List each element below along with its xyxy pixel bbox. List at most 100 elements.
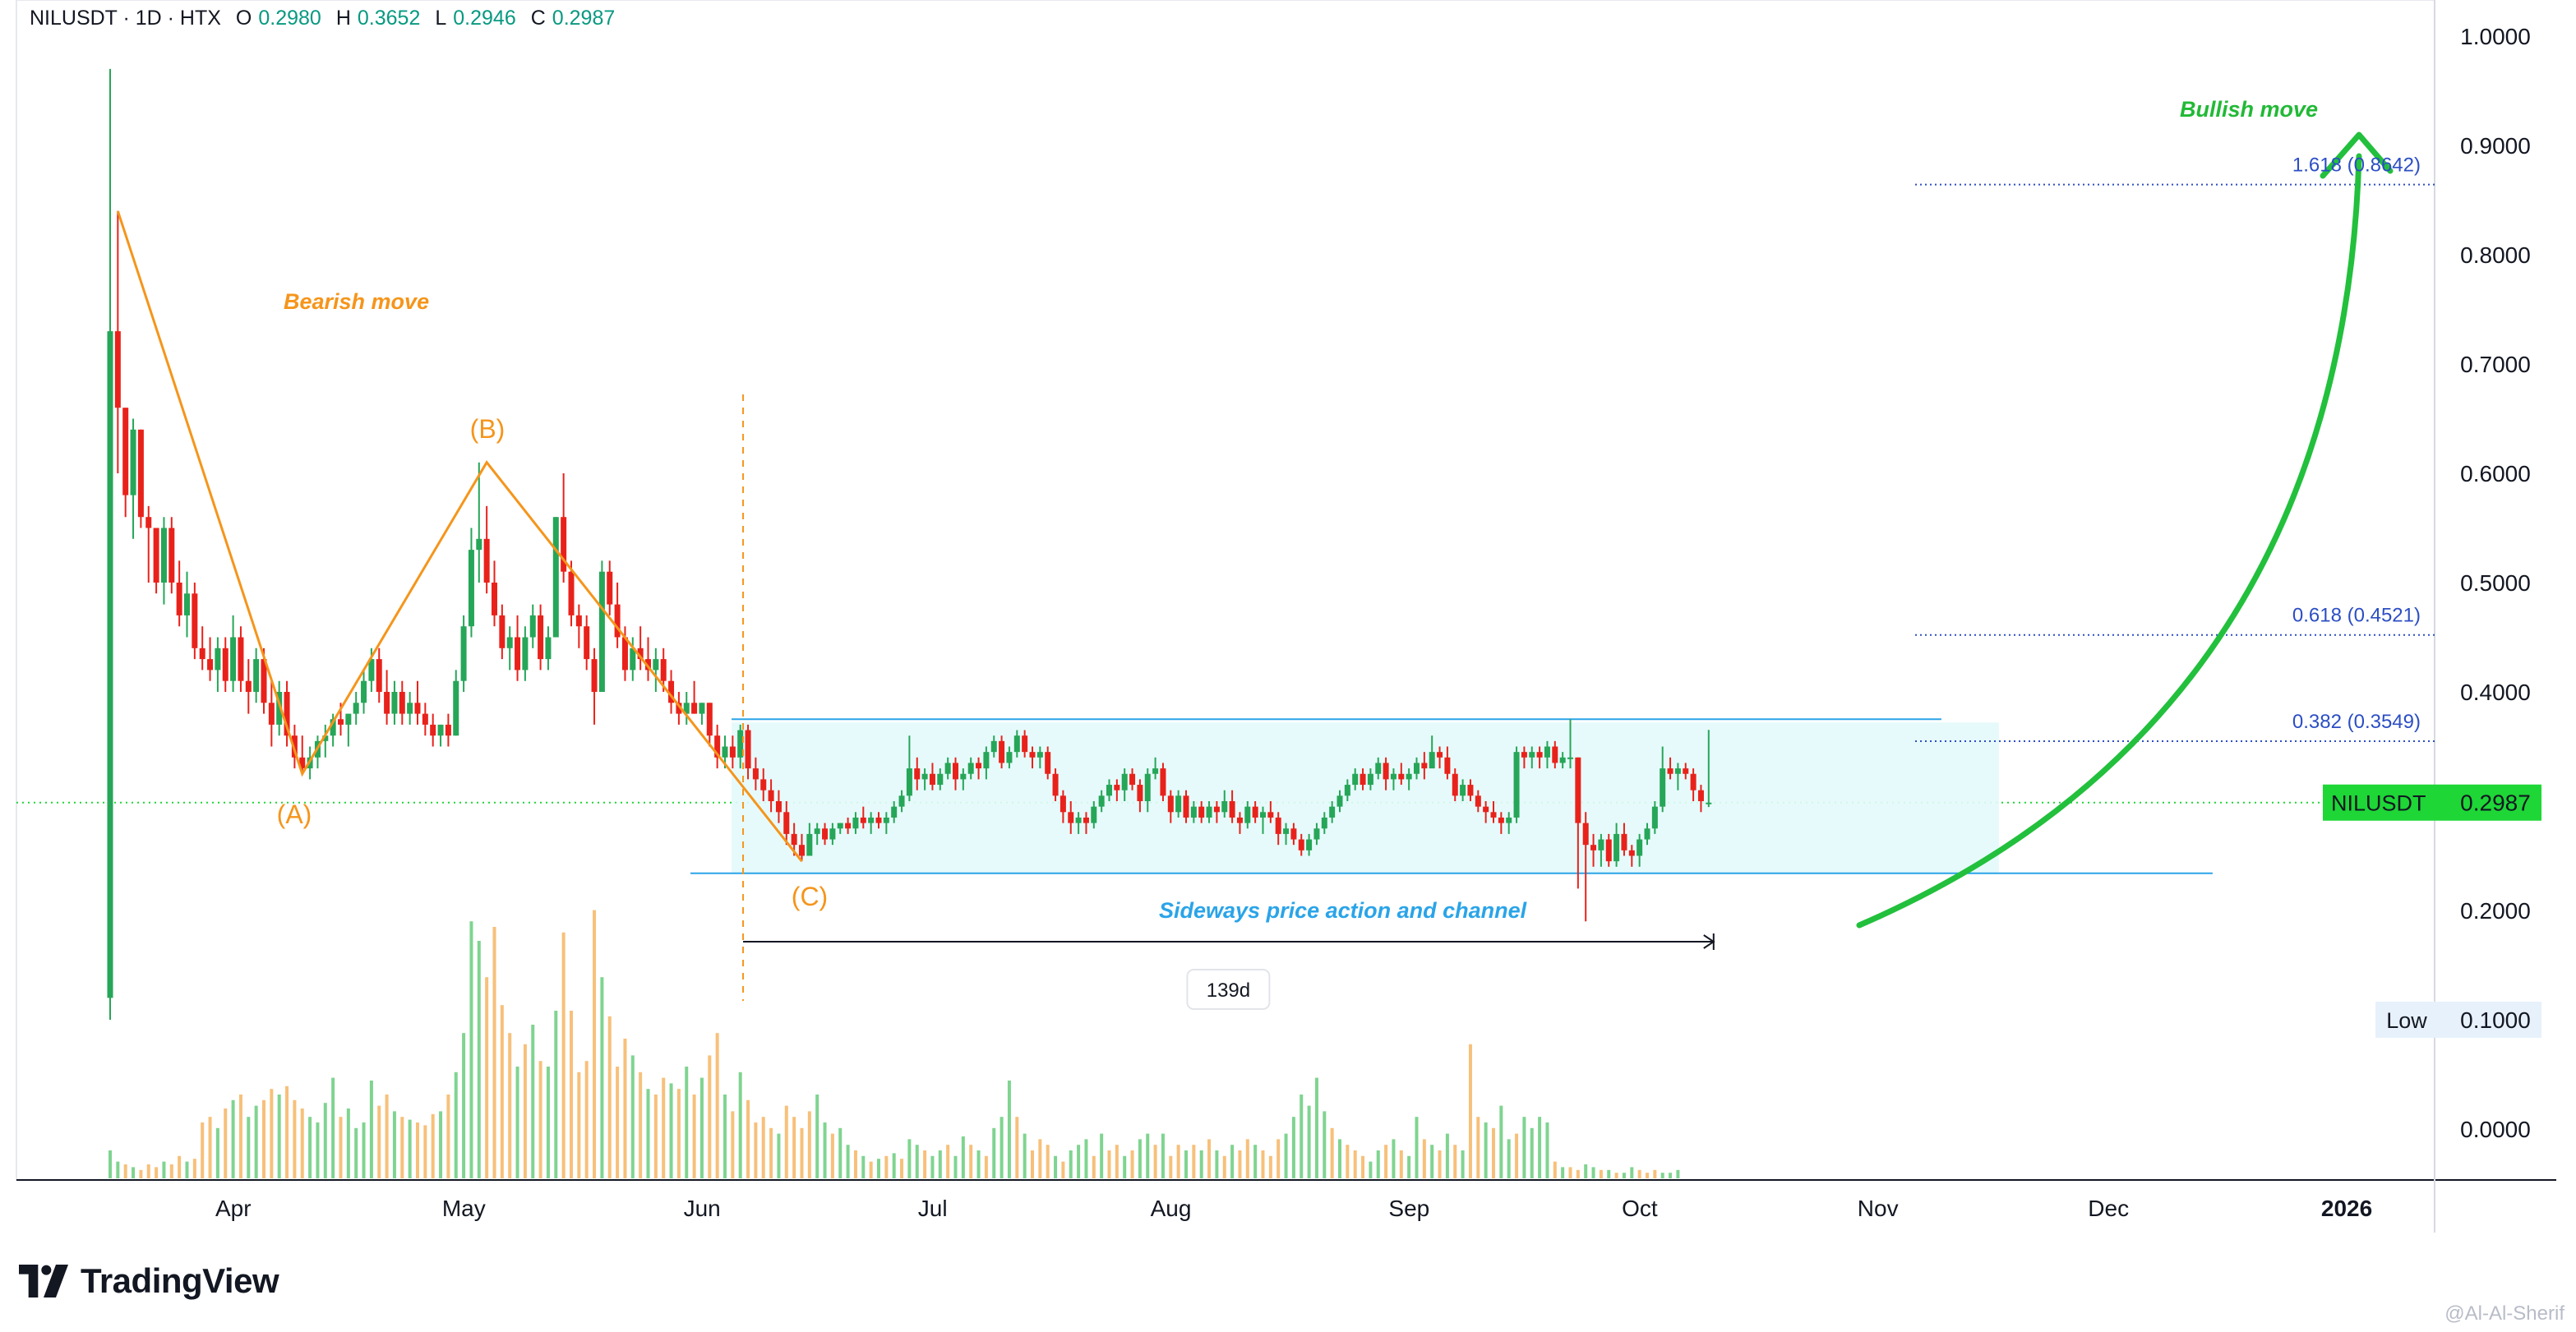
candle-body[interactable] [1367,773,1373,786]
candle-body[interactable] [1321,817,1327,829]
candle-body[interactable] [568,571,575,615]
candle-body[interactable] [1352,773,1359,786]
candle-body[interactable] [1190,806,1197,818]
candle-body[interactable] [1683,768,1689,774]
candle-body[interactable] [1674,768,1681,774]
candle-body[interactable] [192,593,198,648]
candle-body[interactable] [729,746,736,758]
candle-body[interactable] [437,724,444,736]
candle-body[interactable] [1628,850,1635,856]
candle-body[interactable] [1006,752,1013,763]
candle-body[interactable] [1414,763,1420,774]
candle-body[interactable] [906,768,912,796]
candle-body[interactable] [668,680,675,703]
candle-body[interactable] [399,692,405,714]
candle-body[interactable] [760,779,767,790]
candle-body[interactable] [299,757,306,769]
candle-body[interactable] [414,703,421,714]
candle-body[interactable] [1306,839,1313,850]
candle-body[interactable] [791,833,797,846]
candle-body[interactable] [1167,795,1174,813]
candle-body[interactable] [837,823,843,829]
candle-body[interactable] [1160,768,1166,796]
candle-body[interactable] [630,648,636,671]
candle-body[interactable] [122,408,129,495]
candle-body[interactable] [376,659,382,692]
candle-body[interactable] [222,648,229,681]
candle-body[interactable] [1559,757,1566,763]
candle-body[interactable] [645,659,651,671]
candle-body[interactable] [1013,735,1020,753]
candle-body[interactable] [607,571,613,605]
candle-body[interactable] [1521,752,1527,758]
candle-body[interactable] [1290,828,1297,840]
candle-body[interactable] [1375,763,1382,774]
candle-body[interactable] [1637,839,1643,856]
candle-body[interactable] [330,719,336,736]
candle-body[interactable] [368,659,375,681]
candle-body[interactable] [722,746,728,758]
candle-body[interactable] [575,615,582,627]
candle-body[interactable] [1513,752,1520,818]
candle-body[interactable] [1651,806,1658,829]
candle-body[interactable] [1106,785,1112,796]
candle-body[interactable] [1336,795,1343,807]
candle-body[interactable] [1467,785,1474,796]
candle-body[interactable] [1236,817,1243,823]
candle-body[interactable] [515,637,521,671]
candle-body[interactable] [1091,806,1097,823]
candle-body[interactable] [176,583,182,615]
candle-body[interactable] [1598,839,1604,850]
candle-body[interactable] [990,740,997,753]
candle-body[interactable] [1059,795,1066,813]
candle-body[interactable] [407,703,413,714]
candle-body[interactable] [860,817,866,823]
candle-body[interactable] [1260,812,1266,818]
candle-body[interactable] [137,429,144,518]
candle-body[interactable] [261,659,267,703]
candle-body[interactable] [1536,752,1543,758]
candle-body[interactable] [445,724,451,736]
candle-body[interactable] [960,773,967,780]
candle-body[interactable] [621,637,628,671]
candle-body[interactable] [737,730,744,758]
candle-body[interactable] [253,659,260,692]
candle-body[interactable] [1621,833,1627,850]
candle-body[interactable] [353,703,359,714]
candle-body[interactable] [1129,773,1136,786]
candle-body[interactable] [1344,785,1350,796]
candle-body[interactable] [937,773,944,786]
candle-body[interactable] [598,571,605,692]
candle-body[interactable] [1267,812,1274,818]
candle-body[interactable] [929,773,935,786]
candle-body[interactable] [845,823,852,829]
candle-body[interactable] [1144,773,1151,801]
candle-body[interactable] [268,703,275,725]
candle-body[interactable] [614,604,621,638]
candle-body[interactable] [1360,773,1366,786]
candle-body[interactable] [1383,763,1389,780]
candle-body[interactable] [1152,768,1159,774]
candle-body[interactable] [1582,823,1589,846]
candle-body[interactable] [1175,795,1182,813]
candles[interactable] [107,68,1712,1020]
candle-body[interactable] [752,768,759,780]
candle-body[interactable] [875,817,882,823]
candle-body[interactable] [1498,817,1504,823]
candle-body[interactable] [699,703,705,714]
candle-body[interactable] [114,331,121,408]
candle-body[interactable] [422,713,428,725]
candle-body[interactable] [775,801,782,813]
candle-body[interactable] [476,538,482,551]
candle-body[interactable] [245,680,252,692]
candle-body[interactable] [1052,773,1059,796]
candle-body[interactable] [184,593,190,615]
candle-body[interactable] [284,692,290,736]
candle-body[interactable] [999,740,1005,763]
candle-body[interactable] [1283,828,1290,834]
candle-body[interactable] [1590,845,1597,850]
candle-body[interactable] [1029,752,1036,758]
candle-body[interactable] [1444,757,1451,774]
candle-body[interactable] [1529,752,1535,758]
candle-body[interactable] [584,626,590,660]
